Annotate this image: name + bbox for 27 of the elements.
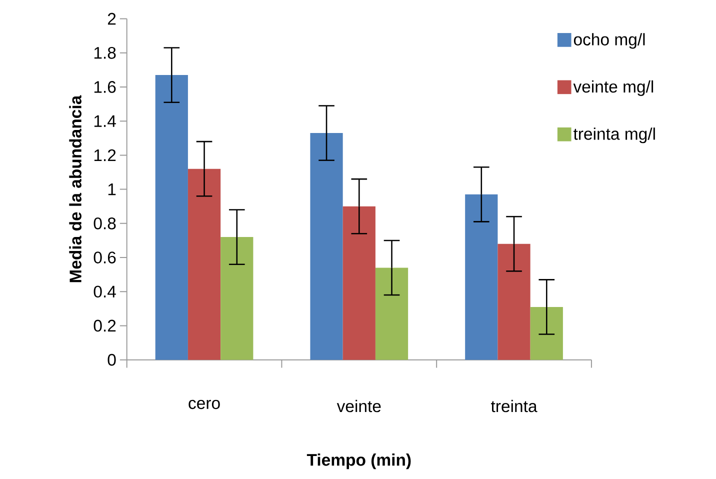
y-tick-label: 1.8 bbox=[94, 46, 116, 59]
legend-label: veinte mg/l bbox=[573, 80, 654, 96]
y-axis-title: Media de la abundancia bbox=[69, 95, 82, 282]
y-tick-label: 1 bbox=[108, 183, 116, 195]
bar bbox=[342, 206, 376, 360]
y-tick-label: 1.2 bbox=[94, 149, 116, 161]
bar bbox=[310, 132, 343, 360]
x-tick-label: treinta bbox=[490, 400, 538, 412]
y-tick-label: 0 bbox=[108, 354, 116, 366]
legend-label: treinta mg/l bbox=[573, 127, 655, 143]
y-tick-label: 0.2 bbox=[94, 320, 116, 332]
bar bbox=[498, 244, 530, 360]
x-tick-label: veinte bbox=[336, 400, 381, 412]
y-tick-label: 0.4 bbox=[94, 285, 116, 298]
bar bbox=[465, 194, 498, 360]
y-tick-label: 2 bbox=[108, 12, 116, 24]
bar bbox=[155, 74, 188, 360]
bar bbox=[375, 268, 408, 360]
y-tick-label: 0.8 bbox=[94, 217, 116, 230]
x-tick-label: cero bbox=[188, 400, 220, 409]
x-axis-title: Tiempo (min) bbox=[306, 453, 411, 469]
y-tick-label: 1.6 bbox=[94, 80, 116, 93]
bar bbox=[220, 236, 254, 360]
y-tick-label: 1.4 bbox=[94, 115, 116, 127]
y-tick-label: 0.6 bbox=[94, 251, 116, 264]
bar bbox=[188, 168, 221, 360]
legend-label: ocho mg/l bbox=[574, 32, 645, 49]
